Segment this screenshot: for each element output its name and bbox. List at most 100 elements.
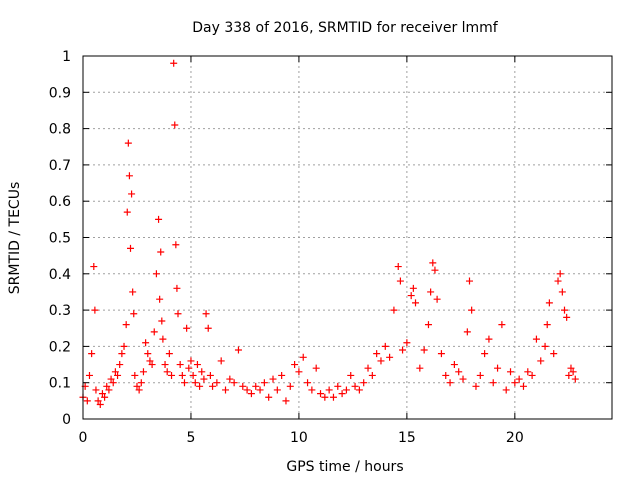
data-point-marker (135, 386, 143, 394)
x-axis-label: GPS time / hours (286, 459, 403, 475)
data-point-marker (98, 390, 106, 398)
data-point-marker (433, 295, 441, 303)
data-point-marker (543, 321, 551, 329)
data-point-marker (172, 241, 180, 249)
data-point-marker (170, 59, 178, 67)
data-point-marker (446, 379, 454, 387)
y-tick-label: 0.2 (49, 339, 71, 355)
data-point-marker (226, 375, 234, 383)
data-point-marker (476, 371, 484, 379)
data-point-marker (396, 277, 404, 285)
data-point-marker (459, 375, 467, 383)
data-point-marker (317, 390, 325, 398)
data-point-marker (185, 364, 193, 372)
data-point-marker (424, 321, 432, 329)
data-point-marker (173, 284, 181, 292)
data-point-marker (193, 361, 201, 369)
x-tick-label: 0 (79, 430, 88, 446)
y-tick-label: 0.4 (49, 267, 71, 283)
data-point-marker (116, 361, 124, 369)
data-point-marker (532, 335, 540, 343)
data-point-marker (178, 371, 186, 379)
data-point-marker (556, 270, 564, 278)
data-point-marker (156, 295, 164, 303)
data-point-marker (239, 382, 247, 390)
data-point-marker (431, 266, 439, 274)
data-point-marker (217, 357, 225, 365)
data-point-marker (196, 382, 204, 390)
data-point-marker (109, 379, 117, 387)
x-tick-label: 10 (290, 430, 308, 446)
data-point-marker (256, 386, 264, 394)
data-point-marker (118, 350, 126, 358)
data-point-marker (85, 371, 93, 379)
data-point-marker (111, 368, 119, 376)
data-point-marker (399, 346, 407, 354)
data-point-marker (124, 139, 132, 147)
x-tick-label: 20 (506, 430, 524, 446)
data-point-marker (278, 371, 286, 379)
data-point-marker (295, 368, 303, 376)
data-point-marker (105, 386, 113, 394)
data-point-marker (137, 379, 145, 387)
data-point-marker (541, 342, 549, 350)
data-point-marker (468, 306, 476, 314)
data-point-marker (152, 270, 160, 278)
data-point-marker (159, 335, 167, 343)
data-point-marker (180, 379, 188, 387)
data-point-marker (347, 371, 355, 379)
data-point-marker (133, 382, 141, 390)
data-point-marker (165, 350, 173, 358)
data-point-marker (524, 368, 532, 376)
data-point-marker (390, 306, 398, 314)
data-point-marker (342, 386, 350, 394)
data-point-marker (412, 299, 420, 307)
data-point-marker (329, 393, 337, 401)
data-point-marker (265, 393, 273, 401)
y-tick-label: 0.3 (49, 303, 71, 319)
data-point-marker (360, 379, 368, 387)
data-point-marker (189, 371, 197, 379)
data-point-marker (355, 386, 363, 394)
data-point-marker (209, 382, 217, 390)
data-point-marker (146, 357, 154, 365)
data-point-marker (183, 324, 191, 332)
data-point-marker (567, 364, 575, 372)
data-point-marker (103, 382, 111, 390)
data-point-marker (234, 346, 242, 354)
data-point-marker (148, 361, 156, 369)
y-tick-label: 0.7 (49, 158, 71, 174)
data-point-marker (519, 382, 527, 390)
data-point-marker (515, 375, 523, 383)
data-point-marker (403, 339, 411, 347)
data-point-marker (243, 386, 251, 394)
data-point-marker (416, 364, 424, 372)
data-points (79, 59, 579, 408)
data-point-marker (107, 375, 115, 383)
data-point-marker (191, 379, 199, 387)
data-point-marker (125, 172, 133, 180)
data-point-marker (139, 368, 147, 376)
y-tick-label: 0 (62, 412, 71, 428)
data-point-marker (507, 368, 515, 376)
data-point-marker (150, 328, 158, 336)
data-point-marker (202, 310, 210, 318)
data-point-marker (163, 368, 171, 376)
data-point-marker (537, 357, 545, 365)
data-point-marker (168, 371, 176, 379)
data-point-marker (334, 382, 342, 390)
data-point-marker (122, 321, 130, 329)
data-point-marker (409, 284, 417, 292)
data-point-marker (291, 361, 299, 369)
data-point-marker (338, 390, 346, 398)
x-tick-label: 15 (398, 430, 416, 446)
data-point-marker (325, 386, 333, 394)
data-point-marker (144, 350, 152, 358)
y-axis-label: SRMTID / TECUs (7, 182, 23, 295)
data-point-marker (381, 342, 389, 350)
data-point-marker (550, 350, 558, 358)
data-point-marker (554, 277, 562, 285)
data-point-marker (88, 350, 96, 358)
data-point-marker (158, 317, 166, 325)
